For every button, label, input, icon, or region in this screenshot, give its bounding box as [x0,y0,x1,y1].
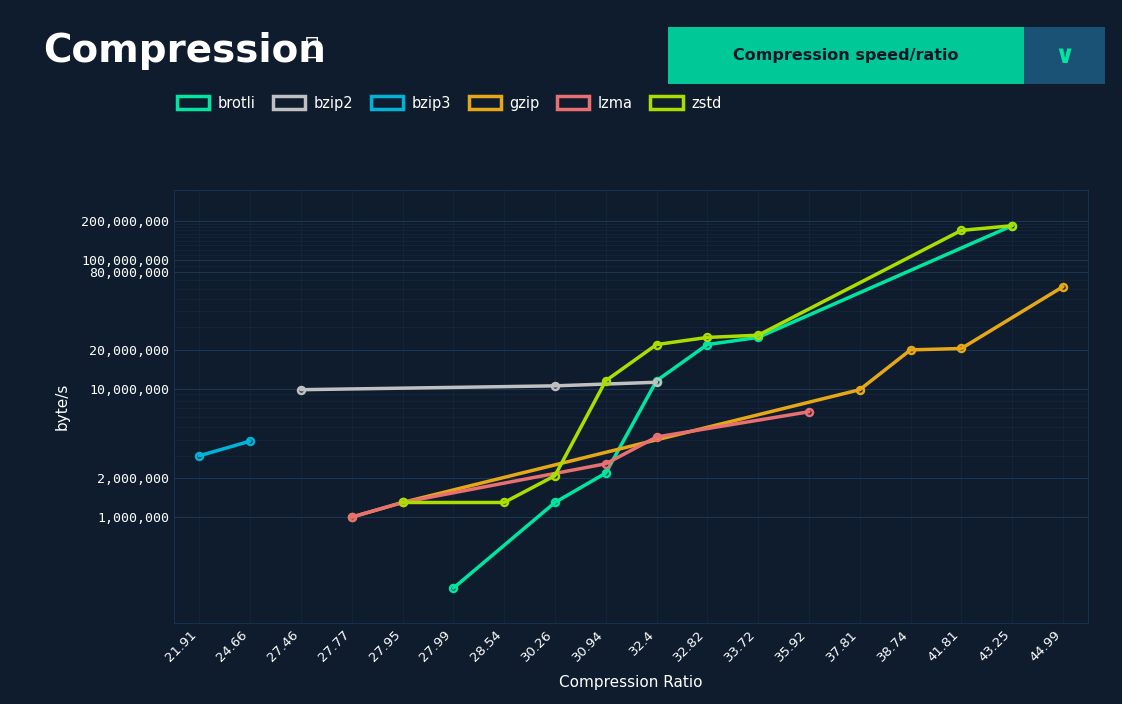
X-axis label: Compression Ratio: Compression Ratio [560,675,702,690]
Text: Compression: Compression [43,32,325,70]
Text: ∨: ∨ [1055,44,1075,68]
Y-axis label: byte/s: byte/s [55,383,70,430]
Text: ⓘ: ⓘ [305,35,320,59]
Text: Compression speed/ratio: Compression speed/ratio [734,48,958,63]
Legend: brotli, bzip2, bzip3, gzip, lzma, zstd: brotli, bzip2, bzip3, gzip, lzma, zstd [176,96,721,111]
